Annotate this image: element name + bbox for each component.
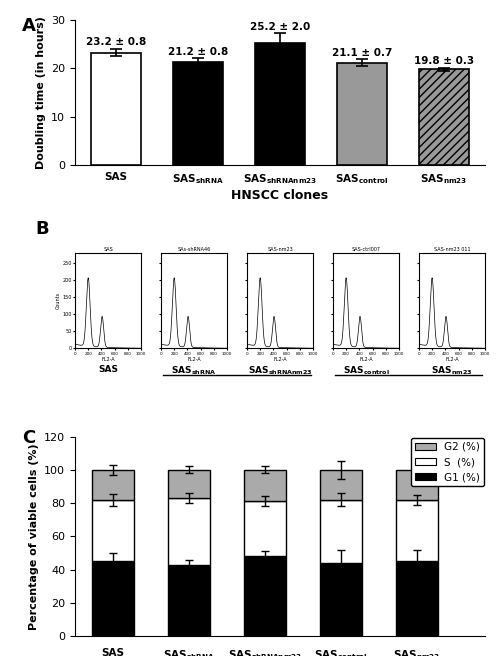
Text: 23.2 ± 0.8: 23.2 ± 0.8 <box>86 37 146 47</box>
Text: SAS$_\mathregular{control}$: SAS$_\mathregular{control}$ <box>314 648 368 656</box>
Bar <box>256 43 304 165</box>
Text: 19.8 ± 0.3: 19.8 ± 0.3 <box>414 56 474 66</box>
Bar <box>92 500 134 562</box>
X-axis label: FL2-A: FL2-A <box>102 358 115 362</box>
X-axis label: FL2-A: FL2-A <box>445 358 458 362</box>
Text: SAS$_\mathregular{shRNAnm23}$: SAS$_\mathregular{shRNAnm23}$ <box>243 173 317 186</box>
Text: SAS$_\mathregular{nm23}$: SAS$_\mathregular{nm23}$ <box>393 648 440 656</box>
Bar <box>396 500 438 562</box>
Text: C: C <box>22 428 35 447</box>
Text: SAS$_\mathregular{nm23}$: SAS$_\mathregular{nm23}$ <box>420 173 468 186</box>
Bar <box>244 501 286 556</box>
Bar <box>244 556 286 636</box>
Text: SAS$_\mathregular{nm23}$: SAS$_\mathregular{nm23}$ <box>431 365 472 377</box>
Text: 25.2 ± 2.0: 25.2 ± 2.0 <box>250 22 310 31</box>
Legend: G2 (%), S  (%), G1 (%): G2 (%), S (%), G1 (%) <box>410 438 484 487</box>
Bar <box>396 470 438 500</box>
Text: SAS: SAS <box>104 173 128 182</box>
X-axis label: FL2-A: FL2-A <box>359 358 373 362</box>
Title: SAS-nm23: SAS-nm23 <box>267 247 293 252</box>
Text: SAS: SAS <box>102 648 124 656</box>
Text: SAS$_\mathregular{shRNA}$: SAS$_\mathregular{shRNA}$ <box>163 648 215 656</box>
Text: SAS$_\mathregular{shRNA}$: SAS$_\mathregular{shRNA}$ <box>172 365 216 377</box>
Y-axis label: Counts: Counts <box>56 292 61 310</box>
Title: SAS: SAS <box>103 247 113 252</box>
Text: 21.2 ± 0.8: 21.2 ± 0.8 <box>168 47 228 57</box>
X-axis label: FL2-A: FL2-A <box>187 358 201 362</box>
Text: HNSCC clones: HNSCC clones <box>232 189 328 202</box>
Bar <box>168 470 210 498</box>
Y-axis label: Doubling time (in hours): Doubling time (in hours) <box>36 16 46 169</box>
Bar <box>92 470 134 500</box>
Bar <box>396 562 438 636</box>
Bar <box>420 69 469 165</box>
Bar <box>168 498 210 565</box>
Text: SAS$_\mathregular{shRNAnm23}$: SAS$_\mathregular{shRNAnm23}$ <box>248 365 312 377</box>
Bar <box>168 565 210 636</box>
Bar <box>320 563 362 636</box>
Title: SAS-nm23 011: SAS-nm23 011 <box>434 247 470 252</box>
Title: SAs-shRNA46: SAs-shRNA46 <box>178 247 210 252</box>
Text: SAS$_\mathregular{control}$: SAS$_\mathregular{control}$ <box>335 173 389 186</box>
Bar <box>174 62 222 165</box>
X-axis label: FL2-A: FL2-A <box>273 358 287 362</box>
Text: A: A <box>22 17 36 35</box>
Text: 21.1 ± 0.7: 21.1 ± 0.7 <box>332 48 392 58</box>
Y-axis label: Percentage of viable cells (%): Percentage of viable cells (%) <box>28 443 38 630</box>
Bar <box>92 562 134 636</box>
Bar <box>244 470 286 501</box>
Text: SAS$_\mathregular{control}$: SAS$_\mathregular{control}$ <box>342 365 390 377</box>
Bar <box>320 470 362 500</box>
Text: B: B <box>36 220 49 237</box>
Text: SAS$_\mathregular{shRNA}$: SAS$_\mathregular{shRNA}$ <box>172 173 224 186</box>
Bar <box>92 52 140 165</box>
Title: SAS-ctrl007: SAS-ctrl007 <box>352 247 380 252</box>
Bar <box>338 63 386 165</box>
Text: SAS$_\mathregular{shRNAnm23}$: SAS$_\mathregular{shRNAnm23}$ <box>228 648 302 656</box>
Bar <box>320 500 362 563</box>
Text: SAS: SAS <box>98 365 118 374</box>
